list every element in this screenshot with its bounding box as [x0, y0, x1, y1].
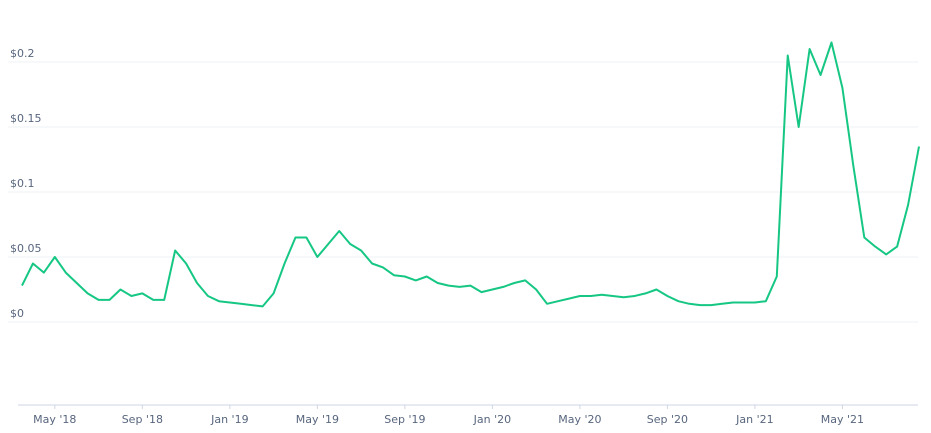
x-tick-label: Jan '19 — [210, 413, 248, 426]
x-tick-label: Sep '19 — [384, 413, 425, 426]
price-line — [21, 41, 920, 308]
y-tick-label: $0.1 — [10, 177, 35, 190]
x-tick-label: Jan '21 — [735, 413, 773, 426]
x-tick-label: May '20 — [558, 413, 601, 426]
x-tick-label: May '18 — [33, 413, 76, 426]
x-tick-label: May '19 — [296, 413, 339, 426]
y-tick-label: $0.15 — [10, 112, 42, 125]
x-tick-label: Jan '20 — [473, 413, 511, 426]
x-tick-label: Sep '20 — [647, 413, 688, 426]
y-tick-label: $0.05 — [10, 242, 42, 255]
x-tick-label: Sep '18 — [122, 413, 163, 426]
y-tick-label: $0.2 — [10, 47, 35, 60]
x-tick-label: May '21 — [821, 413, 864, 426]
y-tick-label: $0 — [10, 307, 24, 320]
